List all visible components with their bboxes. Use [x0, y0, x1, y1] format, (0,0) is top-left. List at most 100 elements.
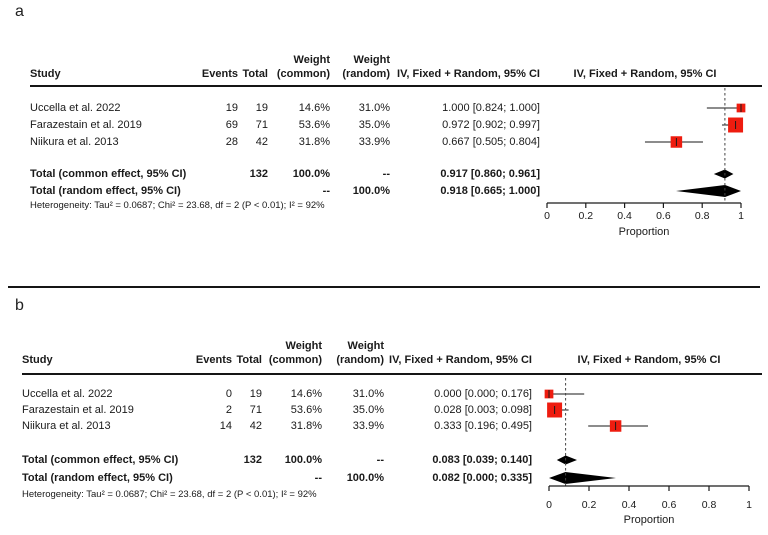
- panel-divider: [8, 286, 760, 288]
- pooled-diamond-common: [556, 455, 577, 465]
- col-header-ci-text: IV, Fixed + Random, 95% CI: [397, 68, 540, 80]
- panel-b-label: b: [15, 297, 24, 314]
- cell-study-name: Farazestain et al. 2019: [22, 404, 134, 416]
- col-header-weight-random-line1: Weight: [353, 54, 390, 66]
- cell-total-value: 71: [255, 119, 268, 131]
- x-axis-tick-label: 0.6: [661, 499, 677, 511]
- cell-study-name: Niikura et al. 2013: [30, 136, 119, 148]
- cell-events-value: 0: [225, 388, 232, 400]
- x-axis-title: Proportion: [623, 514, 675, 526]
- col-header-ci-plot: IV, Fixed + Random, 95% CI: [573, 68, 717, 80]
- col-header-weight-random-line1: Weight: [347, 340, 384, 352]
- x-axis-tick-label: 0.2: [578, 210, 594, 222]
- cell-study-name: Niikura et al. 2013: [22, 420, 111, 432]
- col-header-events: Events: [201, 68, 238, 80]
- cell-study-name: Total (common effect, 95% CI): [30, 168, 187, 180]
- cell-study-name: Total (random effect, 95% CI): [30, 185, 181, 197]
- x-axis-tick-label: 0: [546, 499, 552, 511]
- col-header-weight-random-line2: (random): [342, 68, 390, 80]
- cell-ci-text-value: 0.082 [0.000; 0.335]: [432, 472, 532, 484]
- cell-weight-common-value: 14.6%: [290, 388, 322, 400]
- col-header-study: Study: [30, 68, 61, 80]
- cell-ci-text-value: 0.083 [0.039; 0.140]: [432, 454, 532, 466]
- cell-total-value: 42: [255, 136, 268, 148]
- cell-weight-random-value: --: [382, 168, 390, 180]
- cell-weight-random-value: 100.0%: [346, 472, 384, 484]
- cell-weight-common-value: 31.8%: [290, 420, 322, 432]
- effect-square-marker: [728, 117, 744, 133]
- cell-ci-text-value: 0.917 [0.860; 0.961]: [440, 168, 540, 180]
- x-axis-title: Proportion: [618, 226, 670, 238]
- pooled-diamond-random: [676, 185, 741, 197]
- x-axis-tick-label: 0.8: [701, 499, 717, 511]
- cell-weight-common-value: 100.0%: [292, 168, 330, 180]
- pooled-diamond-random: [549, 472, 616, 484]
- col-header-total: Total: [236, 354, 262, 366]
- cell-total-value: 42: [249, 420, 262, 432]
- header-underline: [30, 85, 762, 87]
- cell-total-value: 19: [255, 102, 268, 114]
- x-axis-tick-label: 0.8: [694, 210, 710, 222]
- cell-weight-random-value: 33.9%: [352, 420, 384, 432]
- cell-ci-text-value: 0.918 [0.665; 1.000]: [440, 185, 540, 197]
- col-header-ci-text: IV, Fixed + Random, 95% CI: [389, 354, 532, 366]
- cell-events-value: 2: [225, 404, 232, 416]
- col-header-events: Events: [195, 354, 232, 366]
- x-axis-tick-label: 0: [544, 210, 550, 222]
- x-axis-tick-label: 0.4: [617, 210, 632, 222]
- col-header-weight-common-line2: (common): [268, 354, 322, 366]
- cell-ci-text-value: 1.000 [0.824; 1.000]: [442, 102, 540, 114]
- cell-total-value: 132: [243, 454, 262, 466]
- effect-square-marker: [609, 420, 622, 432]
- cell-ci-text-value: 0.333 [0.196; 0.495]: [434, 420, 532, 432]
- panel-a-label: a: [15, 3, 24, 20]
- cell-events-value: 14: [219, 420, 232, 432]
- cell-events-value: 19: [225, 102, 238, 114]
- cell-weight-common-value: 53.6%: [298, 119, 330, 131]
- cell-total-value: 71: [249, 404, 262, 416]
- cell-weight-common-value: --: [314, 472, 322, 484]
- cell-weight-common-value: --: [322, 185, 330, 197]
- pooled-diamond-common: [713, 169, 734, 179]
- x-axis-tick-label: 0.6: [656, 210, 671, 222]
- cell-study-name: Uccella et al. 2022: [30, 102, 121, 114]
- effect-square-marker: [670, 136, 683, 148]
- x-axis-tick-label: 1: [738, 210, 744, 222]
- cell-weight-common-value: 53.6%: [290, 404, 322, 416]
- cell-study-name: Farazestain et al. 2019: [30, 119, 142, 131]
- heterogeneity-note: Heterogeneity: Tau² = 0.0687; Chi² = 23.…: [22, 489, 317, 500]
- col-header-study: Study: [22, 354, 53, 366]
- cell-total-value: 132: [249, 168, 268, 180]
- cell-weight-random-value: 31.0%: [358, 102, 390, 114]
- x-axis-tick-label: 0.4: [621, 499, 637, 511]
- heterogeneity-note: Heterogeneity: Tau² = 0.0687; Chi² = 23.…: [30, 200, 325, 211]
- cell-weight-common-value: 14.6%: [298, 102, 330, 114]
- col-header-total: Total: [242, 68, 268, 80]
- cell-study-name: Total (random effect, 95% CI): [22, 472, 173, 484]
- cell-total-value: 19: [249, 388, 262, 400]
- cell-weight-random-value: 100.0%: [352, 185, 390, 197]
- effect-square-marker: [544, 389, 554, 399]
- cell-weight-random-value: 35.0%: [358, 119, 390, 131]
- col-header-weight-common-line1: Weight: [293, 54, 330, 66]
- cell-weight-common-value: 31.8%: [298, 136, 330, 148]
- header-underline: [22, 373, 762, 375]
- cell-ci-text-value: 0.667 [0.505; 0.804]: [442, 136, 540, 148]
- x-axis-tick-label: 1: [746, 499, 752, 511]
- effect-square-marker: [736, 103, 746, 113]
- cell-weight-random-value: 35.0%: [352, 404, 384, 416]
- cell-ci-text-value: 0.000 [0.000; 0.176]: [434, 388, 532, 400]
- col-header-ci-plot: IV, Fixed + Random, 95% CI: [577, 354, 721, 366]
- cell-weight-random-value: 31.0%: [352, 388, 384, 400]
- cell-ci-text-value: 0.972 [0.902; 0.997]: [442, 119, 540, 131]
- cell-study-name: Total (common effect, 95% CI): [22, 454, 179, 466]
- cell-events-value: 28: [225, 136, 238, 148]
- cell-weight-random-value: 33.9%: [358, 136, 390, 148]
- x-axis-tick-label: 0.2: [581, 499, 597, 511]
- cell-events-value: 69: [225, 119, 238, 131]
- effect-square-marker: [547, 402, 563, 418]
- col-header-weight-random-line2: (random): [336, 354, 384, 366]
- cell-weight-common-value: 100.0%: [284, 454, 322, 466]
- col-header-weight-common-line1: Weight: [285, 340, 322, 352]
